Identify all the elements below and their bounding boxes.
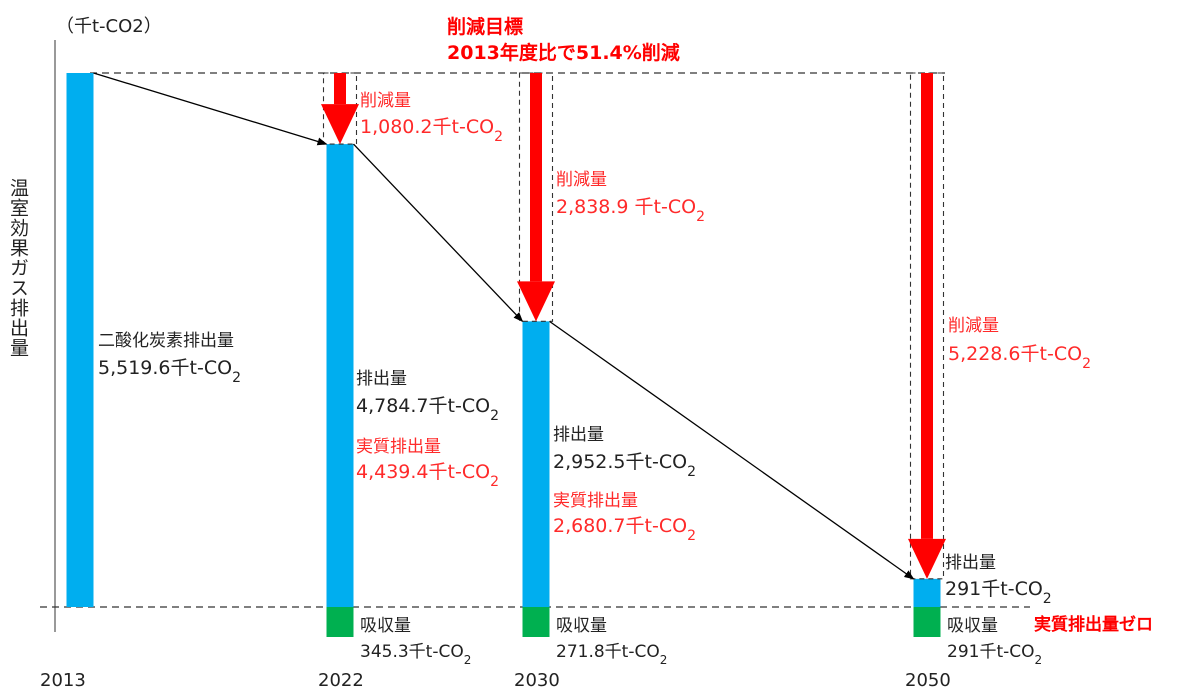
emission-label-2050: 排出量: [945, 553, 996, 573]
emission-bar-2013: [66, 73, 94, 607]
absorption-value-2022: 345.3千t-CO2: [360, 642, 471, 667]
trend-arrow-0: [93, 72, 328, 146]
net-value-2030: 2,680.7千t-CO2: [553, 515, 696, 544]
reduction-arrow-shaft-2022: [334, 73, 346, 105]
absorption-value-2030: 271.8千t-CO2: [556, 642, 667, 667]
reduction-arrow-head-2030: [517, 281, 555, 322]
reduction-arrow-head-2022: [321, 104, 359, 145]
absorption-label-2050: 吸収量: [947, 616, 998, 636]
emission-value-2050: 291千t-CO2: [945, 578, 1052, 607]
reduction-value-2030: 2,838.9 千t-CO2: [556, 196, 705, 225]
emission-bar-2050: [913, 578, 941, 607]
net-value-2022: 4,439.4千t-CO2: [356, 461, 499, 490]
reduction-value-2050: 5,228.6千t-CO2: [948, 343, 1091, 372]
absorption-value-2050: 291千t-CO2: [947, 642, 1042, 667]
reduction-label-2022: 削減量: [360, 91, 411, 111]
emission-bar-2030: [522, 321, 550, 607]
absorption-bar-2050: [913, 607, 941, 637]
reduction-value-2022: 1,080.2千t-CO2: [360, 116, 503, 145]
trend-arrow-2: [549, 320, 915, 580]
reduction-label-2050: 削減量: [948, 316, 999, 336]
emission-value-2030: 2,952.5千t-CO2: [553, 451, 696, 480]
trend-arrow-1: [353, 143, 524, 323]
net-label-2022: 実質排出量: [356, 437, 441, 457]
emission-value-2022: 4,784.7千t-CO2: [356, 395, 499, 424]
reduction-arrow-head-2050: [908, 538, 946, 579]
absorption-bar-2030: [522, 607, 550, 637]
x-tick-2030: 2030: [514, 670, 560, 690]
emission-label-2022: 排出量: [356, 369, 407, 389]
emission-bar-2022: [326, 144, 354, 607]
absorption-label-2022: 吸収量: [360, 616, 411, 636]
target-detail: 2013年度比で51.4%削減: [447, 42, 680, 64]
x-tick-2013: 2013: [40, 670, 86, 690]
net-label-2030: 実質排出量: [553, 491, 638, 511]
emission-value-2013: 5,519.6千t-CO2: [98, 357, 241, 386]
reduction-arrow-shaft-2030: [530, 73, 542, 282]
reduction-arrow-shaft-2050: [921, 73, 933, 539]
x-tick-2022: 2022: [318, 670, 364, 690]
absorption-bar-2022: [326, 607, 354, 637]
unit-label: （千t-CO2）: [56, 16, 162, 37]
reduction-label-2030: 削減量: [556, 170, 607, 190]
net-zero-label: 実質排出量ゼロ: [1034, 615, 1153, 635]
absorption-label-2030: 吸収量: [556, 616, 607, 636]
y-axis-label: 温室効果ガス排出量: [7, 178, 29, 358]
emission-label-2030: 排出量: [553, 425, 604, 445]
emission-label-2013: 二酸化炭素排出量: [98, 331, 234, 351]
x-tick-2050: 2050: [905, 670, 951, 690]
target-title: 削減目標: [447, 16, 524, 38]
reduction-target: 削減目標 2013年度比で51.4%削減: [447, 14, 680, 66]
